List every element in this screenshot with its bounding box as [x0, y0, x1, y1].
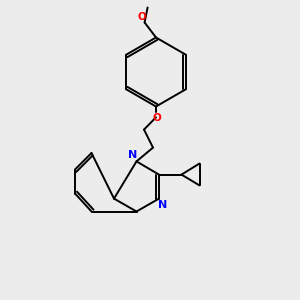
Text: O: O: [152, 113, 161, 123]
Text: O: O: [137, 12, 146, 22]
Text: N: N: [158, 200, 167, 210]
Text: N: N: [128, 150, 137, 160]
